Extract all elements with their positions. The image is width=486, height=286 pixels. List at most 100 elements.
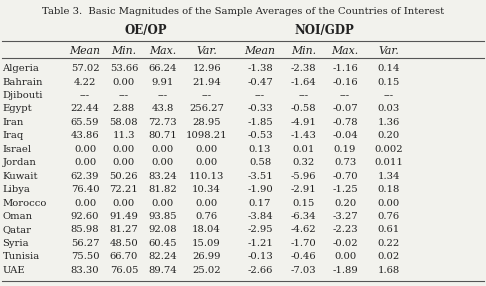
Text: Var.: Var. [196, 46, 217, 56]
Text: ---: --- [299, 91, 309, 100]
Text: -3.51: -3.51 [247, 172, 273, 181]
Text: Jordan: Jordan [2, 158, 36, 167]
Text: 1.34: 1.34 [378, 172, 400, 181]
Text: -1.25: -1.25 [332, 185, 358, 194]
Text: Min.: Min. [291, 46, 316, 56]
Text: 256.27: 256.27 [189, 104, 224, 114]
Text: 0.61: 0.61 [378, 225, 400, 235]
Text: Max.: Max. [331, 46, 359, 56]
Text: 56.27: 56.27 [71, 239, 99, 248]
Text: ---: --- [119, 91, 129, 100]
Text: -0.16: -0.16 [332, 78, 358, 87]
Text: 2.88: 2.88 [113, 104, 135, 114]
Text: -7.03: -7.03 [291, 266, 316, 275]
Text: 91.49: 91.49 [109, 212, 139, 221]
Text: -0.33: -0.33 [247, 104, 273, 114]
Text: 72.73: 72.73 [149, 118, 177, 127]
Text: ---: --- [158, 91, 168, 100]
Text: 50.26: 50.26 [110, 172, 138, 181]
Text: -2.66: -2.66 [247, 266, 273, 275]
Text: -2.91: -2.91 [291, 185, 316, 194]
Text: Qatar: Qatar [2, 225, 32, 235]
Text: 0.00: 0.00 [334, 252, 356, 261]
Text: 0.15: 0.15 [293, 198, 315, 208]
Text: 81.27: 81.27 [109, 225, 139, 235]
Text: -6.34: -6.34 [291, 212, 316, 221]
Text: 60.45: 60.45 [149, 239, 177, 248]
Text: -4.62: -4.62 [291, 225, 316, 235]
Text: 18.04: 18.04 [192, 225, 221, 235]
Text: 58.08: 58.08 [110, 118, 138, 127]
Text: 10.34: 10.34 [192, 185, 221, 194]
Text: -2.23: -2.23 [332, 225, 358, 235]
Text: 0.00: 0.00 [74, 145, 96, 154]
Text: Table 3.  Basic Magnitudes of the Sample Averages of the Countries of Interest: Table 3. Basic Magnitudes of the Sample … [42, 7, 444, 16]
Text: 0.00: 0.00 [195, 158, 218, 167]
Text: 0.22: 0.22 [378, 239, 400, 248]
Text: Egypt: Egypt [2, 104, 32, 114]
Text: 1098.21: 1098.21 [186, 131, 227, 140]
Text: 66.24: 66.24 [149, 64, 177, 73]
Text: 12.96: 12.96 [192, 64, 221, 73]
Text: 0.00: 0.00 [195, 198, 218, 208]
Text: -1.43: -1.43 [291, 131, 317, 140]
Text: -4.91: -4.91 [291, 118, 317, 127]
Text: 0.15: 0.15 [378, 78, 400, 87]
Text: 110.13: 110.13 [189, 172, 224, 181]
Text: 0.32: 0.32 [293, 158, 315, 167]
Text: 48.50: 48.50 [109, 239, 139, 248]
Text: 53.66: 53.66 [110, 64, 138, 73]
Text: 15.09: 15.09 [192, 239, 221, 248]
Text: ---: --- [80, 91, 90, 100]
Text: 9.91: 9.91 [152, 78, 174, 87]
Text: 0.17: 0.17 [249, 198, 271, 208]
Text: Morocco: Morocco [2, 198, 47, 208]
Text: 83.30: 83.30 [71, 266, 99, 275]
Text: 22.44: 22.44 [70, 104, 100, 114]
Text: 0.20: 0.20 [378, 131, 400, 140]
Text: 0.00: 0.00 [74, 158, 96, 167]
Text: 0.76: 0.76 [195, 212, 218, 221]
Text: 4.22: 4.22 [74, 78, 96, 87]
Text: -1.16: -1.16 [332, 64, 358, 73]
Text: -2.95: -2.95 [247, 225, 273, 235]
Text: ---: --- [384, 91, 394, 100]
Text: 65.59: 65.59 [71, 118, 99, 127]
Text: 0.00: 0.00 [152, 158, 174, 167]
Text: 0.00: 0.00 [152, 198, 174, 208]
Text: OE/OP: OE/OP [124, 23, 167, 37]
Text: Algeria: Algeria [2, 64, 39, 73]
Text: 0.76: 0.76 [378, 212, 400, 221]
Text: 0.73: 0.73 [334, 158, 356, 167]
Text: ---: --- [340, 91, 350, 100]
Text: Min.: Min. [111, 46, 137, 56]
Text: Var.: Var. [379, 46, 399, 56]
Text: 26.99: 26.99 [192, 252, 221, 261]
Text: 81.82: 81.82 [148, 185, 177, 194]
Text: 25.02: 25.02 [192, 266, 221, 275]
Text: 83.24: 83.24 [148, 172, 177, 181]
Text: 1.36: 1.36 [378, 118, 400, 127]
Text: 66.70: 66.70 [110, 252, 138, 261]
Text: 1.68: 1.68 [378, 266, 400, 275]
Text: -2.38: -2.38 [291, 64, 316, 73]
Text: Oman: Oman [2, 212, 33, 221]
Text: 57.02: 57.02 [71, 64, 99, 73]
Text: -1.89: -1.89 [332, 266, 358, 275]
Text: 75.50: 75.50 [71, 252, 99, 261]
Text: 0.19: 0.19 [334, 145, 356, 154]
Text: 93.85: 93.85 [149, 212, 177, 221]
Text: 76.40: 76.40 [71, 185, 99, 194]
Text: 76.05: 76.05 [110, 266, 138, 275]
Text: 0.13: 0.13 [249, 145, 271, 154]
Text: 62.39: 62.39 [71, 172, 99, 181]
Text: -1.21: -1.21 [247, 239, 273, 248]
Text: -1.64: -1.64 [291, 78, 316, 87]
Text: Israel: Israel [2, 145, 32, 154]
Text: 0.002: 0.002 [375, 145, 403, 154]
Text: 0.20: 0.20 [334, 198, 356, 208]
Text: 0.00: 0.00 [113, 145, 135, 154]
Text: 0.00: 0.00 [195, 145, 218, 154]
Text: -0.04: -0.04 [332, 131, 358, 140]
Text: -0.02: -0.02 [332, 239, 358, 248]
